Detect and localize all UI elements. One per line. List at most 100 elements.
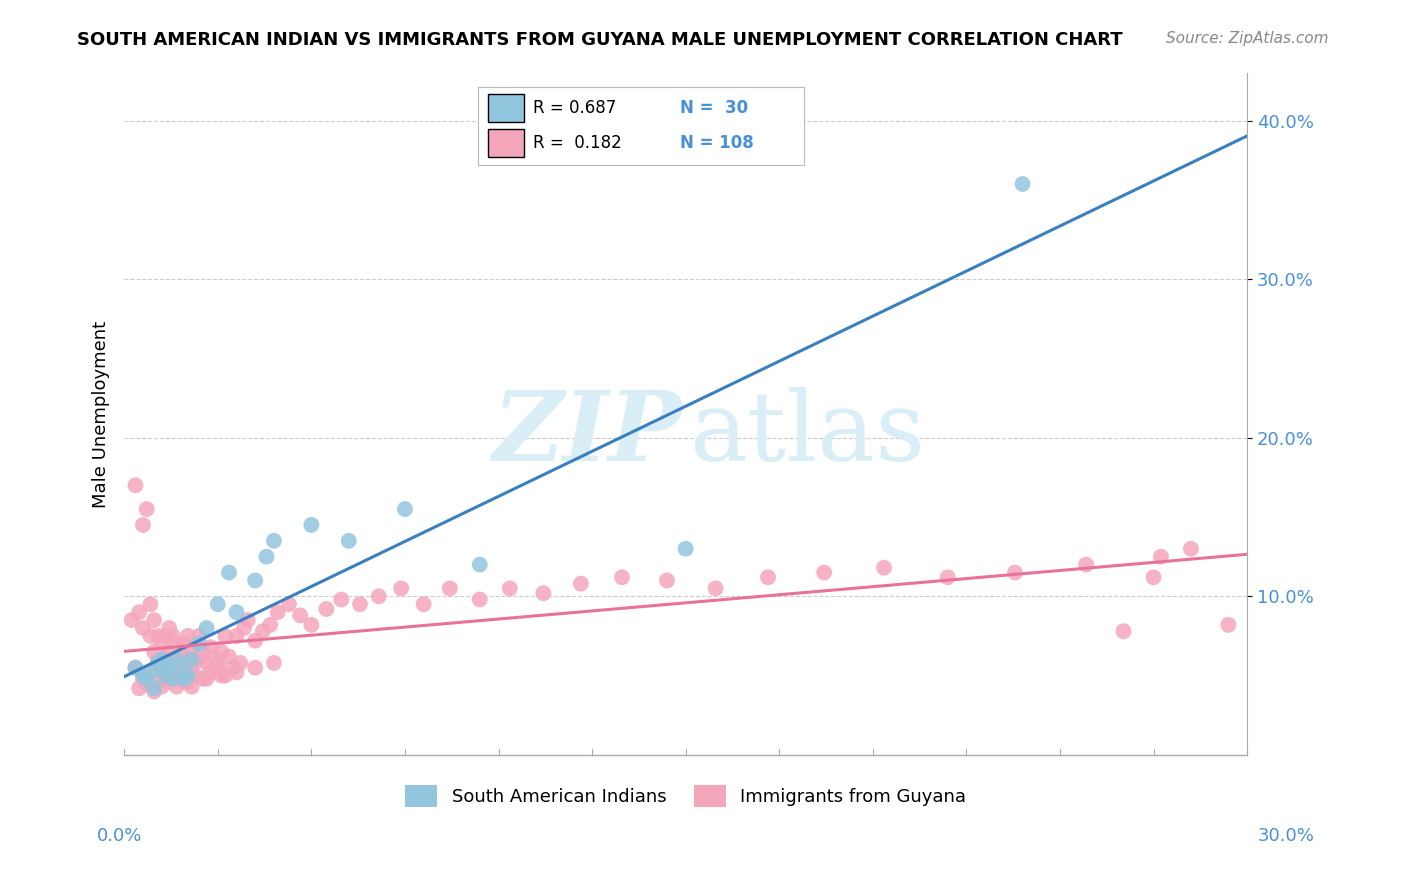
- Point: [155, 629, 177, 643]
- Point: [157, 621, 180, 635]
- Point: [128, 605, 150, 619]
- Point: [180, 645, 202, 659]
- Point: [184, 668, 207, 682]
- Point: [207, 656, 229, 670]
- Point: [150, 637, 173, 651]
- Point: [531, 586, 554, 600]
- Point: [337, 533, 360, 548]
- Point: [225, 605, 247, 619]
- Point: [143, 681, 166, 696]
- Text: atlas: atlas: [689, 387, 925, 482]
- Point: [225, 665, 247, 680]
- Point: [202, 649, 225, 664]
- Point: [124, 661, 146, 675]
- Point: [218, 649, 240, 664]
- Y-axis label: Male Unemployment: Male Unemployment: [93, 320, 110, 508]
- Point: [124, 661, 146, 675]
- Point: [263, 656, 285, 670]
- Point: [132, 621, 155, 635]
- Point: [173, 672, 195, 686]
- Point: [1074, 558, 1097, 572]
- Point: [150, 653, 173, 667]
- Point: [1180, 541, 1202, 556]
- Point: [245, 574, 267, 588]
- Point: [468, 592, 491, 607]
- Point: [157, 675, 180, 690]
- Point: [229, 656, 252, 670]
- Point: [139, 629, 162, 643]
- Point: [263, 533, 285, 548]
- Point: [177, 675, 200, 690]
- Point: [143, 645, 166, 659]
- Point: [389, 582, 412, 596]
- Point: [214, 668, 236, 682]
- Point: [177, 668, 200, 682]
- Point: [315, 602, 337, 616]
- Point: [252, 624, 274, 639]
- Point: [132, 668, 155, 682]
- Point: [218, 566, 240, 580]
- Point: [162, 672, 184, 686]
- Point: [162, 629, 184, 643]
- Text: SOUTH AMERICAN INDIAN VS IMMIGRANTS FROM GUYANA MALE UNEMPLOYMENT CORRELATION CH: SOUTH AMERICAN INDIAN VS IMMIGRANTS FROM…: [77, 31, 1123, 49]
- Point: [180, 680, 202, 694]
- Point: [233, 621, 256, 635]
- Point: [1004, 566, 1026, 580]
- Point: [191, 672, 214, 686]
- Point: [173, 637, 195, 651]
- Point: [299, 618, 322, 632]
- Point: [146, 656, 169, 670]
- Point: [150, 661, 173, 675]
- Point: [195, 672, 218, 686]
- Point: [166, 680, 188, 694]
- Point: [394, 502, 416, 516]
- Point: [259, 618, 281, 632]
- Point: [569, 576, 592, 591]
- Point: [139, 665, 162, 680]
- Point: [439, 582, 461, 596]
- Point: [143, 613, 166, 627]
- Point: [499, 582, 522, 596]
- Point: [155, 668, 177, 682]
- Point: [1218, 618, 1240, 632]
- Point: [1150, 549, 1173, 564]
- Point: [1011, 177, 1033, 191]
- Point: [236, 613, 259, 627]
- Point: [162, 653, 184, 667]
- Point: [207, 597, 229, 611]
- Point: [1112, 624, 1135, 639]
- Point: [756, 570, 779, 584]
- Point: [813, 566, 835, 580]
- Point: [256, 549, 278, 564]
- Point: [180, 653, 202, 667]
- Point: [873, 561, 896, 575]
- Point: [139, 665, 162, 680]
- Point: [135, 672, 157, 686]
- Point: [191, 645, 214, 659]
- Point: [173, 675, 195, 690]
- Point: [245, 633, 267, 648]
- Text: ZIP: ZIP: [492, 387, 682, 482]
- Point: [349, 597, 371, 611]
- Point: [214, 629, 236, 643]
- Point: [225, 629, 247, 643]
- Point: [139, 597, 162, 611]
- Point: [132, 672, 155, 686]
- Point: [655, 574, 678, 588]
- Point: [188, 637, 211, 651]
- Point: [245, 661, 267, 675]
- Point: [128, 681, 150, 696]
- Point: [157, 661, 180, 675]
- Point: [166, 661, 188, 675]
- Point: [169, 665, 191, 680]
- Point: [155, 668, 177, 682]
- Point: [188, 629, 211, 643]
- Point: [135, 502, 157, 516]
- Point: [169, 645, 191, 659]
- Text: 0.0%: 0.0%: [97, 827, 142, 845]
- Point: [166, 653, 188, 667]
- Point: [157, 645, 180, 659]
- Point: [177, 629, 200, 643]
- Point: [266, 605, 288, 619]
- Point: [675, 541, 697, 556]
